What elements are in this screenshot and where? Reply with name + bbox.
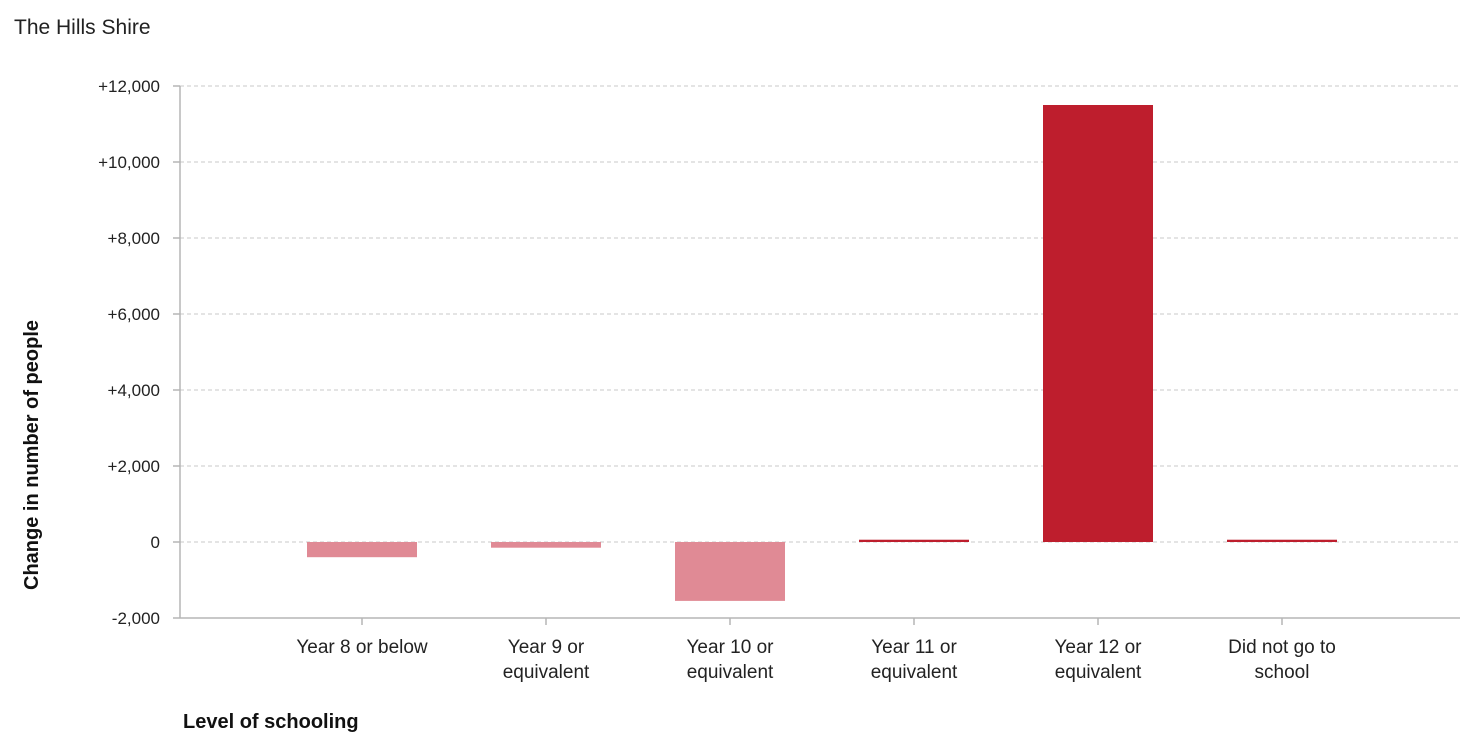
- x-tick-label: Year 11 or equivalent: [871, 637, 958, 683]
- y-tick-label: +8,000: [108, 229, 160, 248]
- bar: [675, 542, 785, 601]
- x-tick-label-line: Year 11 or: [871, 637, 957, 658]
- y-tick-label: 0: [151, 533, 160, 552]
- bar: [1043, 105, 1153, 542]
- x-tick-label: Year 8 or below: [296, 637, 428, 658]
- y-axis-title: Change in number of people: [21, 320, 43, 590]
- x-tick-label-line: Year 10 or: [687, 637, 775, 658]
- x-tick-label: Year 12 or equivalent: [1055, 637, 1143, 683]
- x-tick-label-line: equivalent: [687, 662, 774, 683]
- y-tick-label: +4,000: [108, 381, 160, 400]
- x-tick-label-line: Year 12 or: [1055, 637, 1143, 658]
- axes: [173, 85, 1460, 625]
- y-tick-label: +2,000: [108, 457, 160, 476]
- x-tick-label-line: school: [1255, 662, 1310, 683]
- x-tick-label: Year 9 or equivalent: [503, 637, 590, 683]
- y-tick-label: -2,000: [112, 609, 160, 628]
- bar: [859, 539, 969, 542]
- y-tick-label: +12,000: [98, 77, 160, 96]
- x-tick-label-line: equivalent: [503, 662, 590, 683]
- bars: [307, 105, 1337, 601]
- chart-title: The Hills Shire: [14, 16, 151, 39]
- labels: -2,000 0 +2,000 +4,000 +6,000 +8,000 +10,000 +1…: [98, 77, 1336, 683]
- x-axis-title: Level of schooling: [183, 711, 359, 733]
- y-tick-label: +6,000: [108, 305, 160, 324]
- x-tick-label-line: Year 9 or: [508, 637, 585, 658]
- bar: [1227, 539, 1337, 542]
- x-tick-label-line: equivalent: [871, 662, 958, 683]
- x-tick-label-line: equivalent: [1055, 662, 1142, 683]
- x-tick-label: Year 10 or equivalent: [687, 637, 775, 683]
- gridlines: [180, 85, 1460, 543]
- x-tick-label-line: Did not go to: [1228, 637, 1336, 658]
- x-tick-label-line: Year 8 or below: [296, 637, 428, 658]
- x-tick-label: Did not go to school: [1228, 637, 1336, 683]
- y-tick-label: +10,000: [98, 153, 160, 172]
- bar: [307, 542, 417, 558]
- bar: [491, 542, 601, 548]
